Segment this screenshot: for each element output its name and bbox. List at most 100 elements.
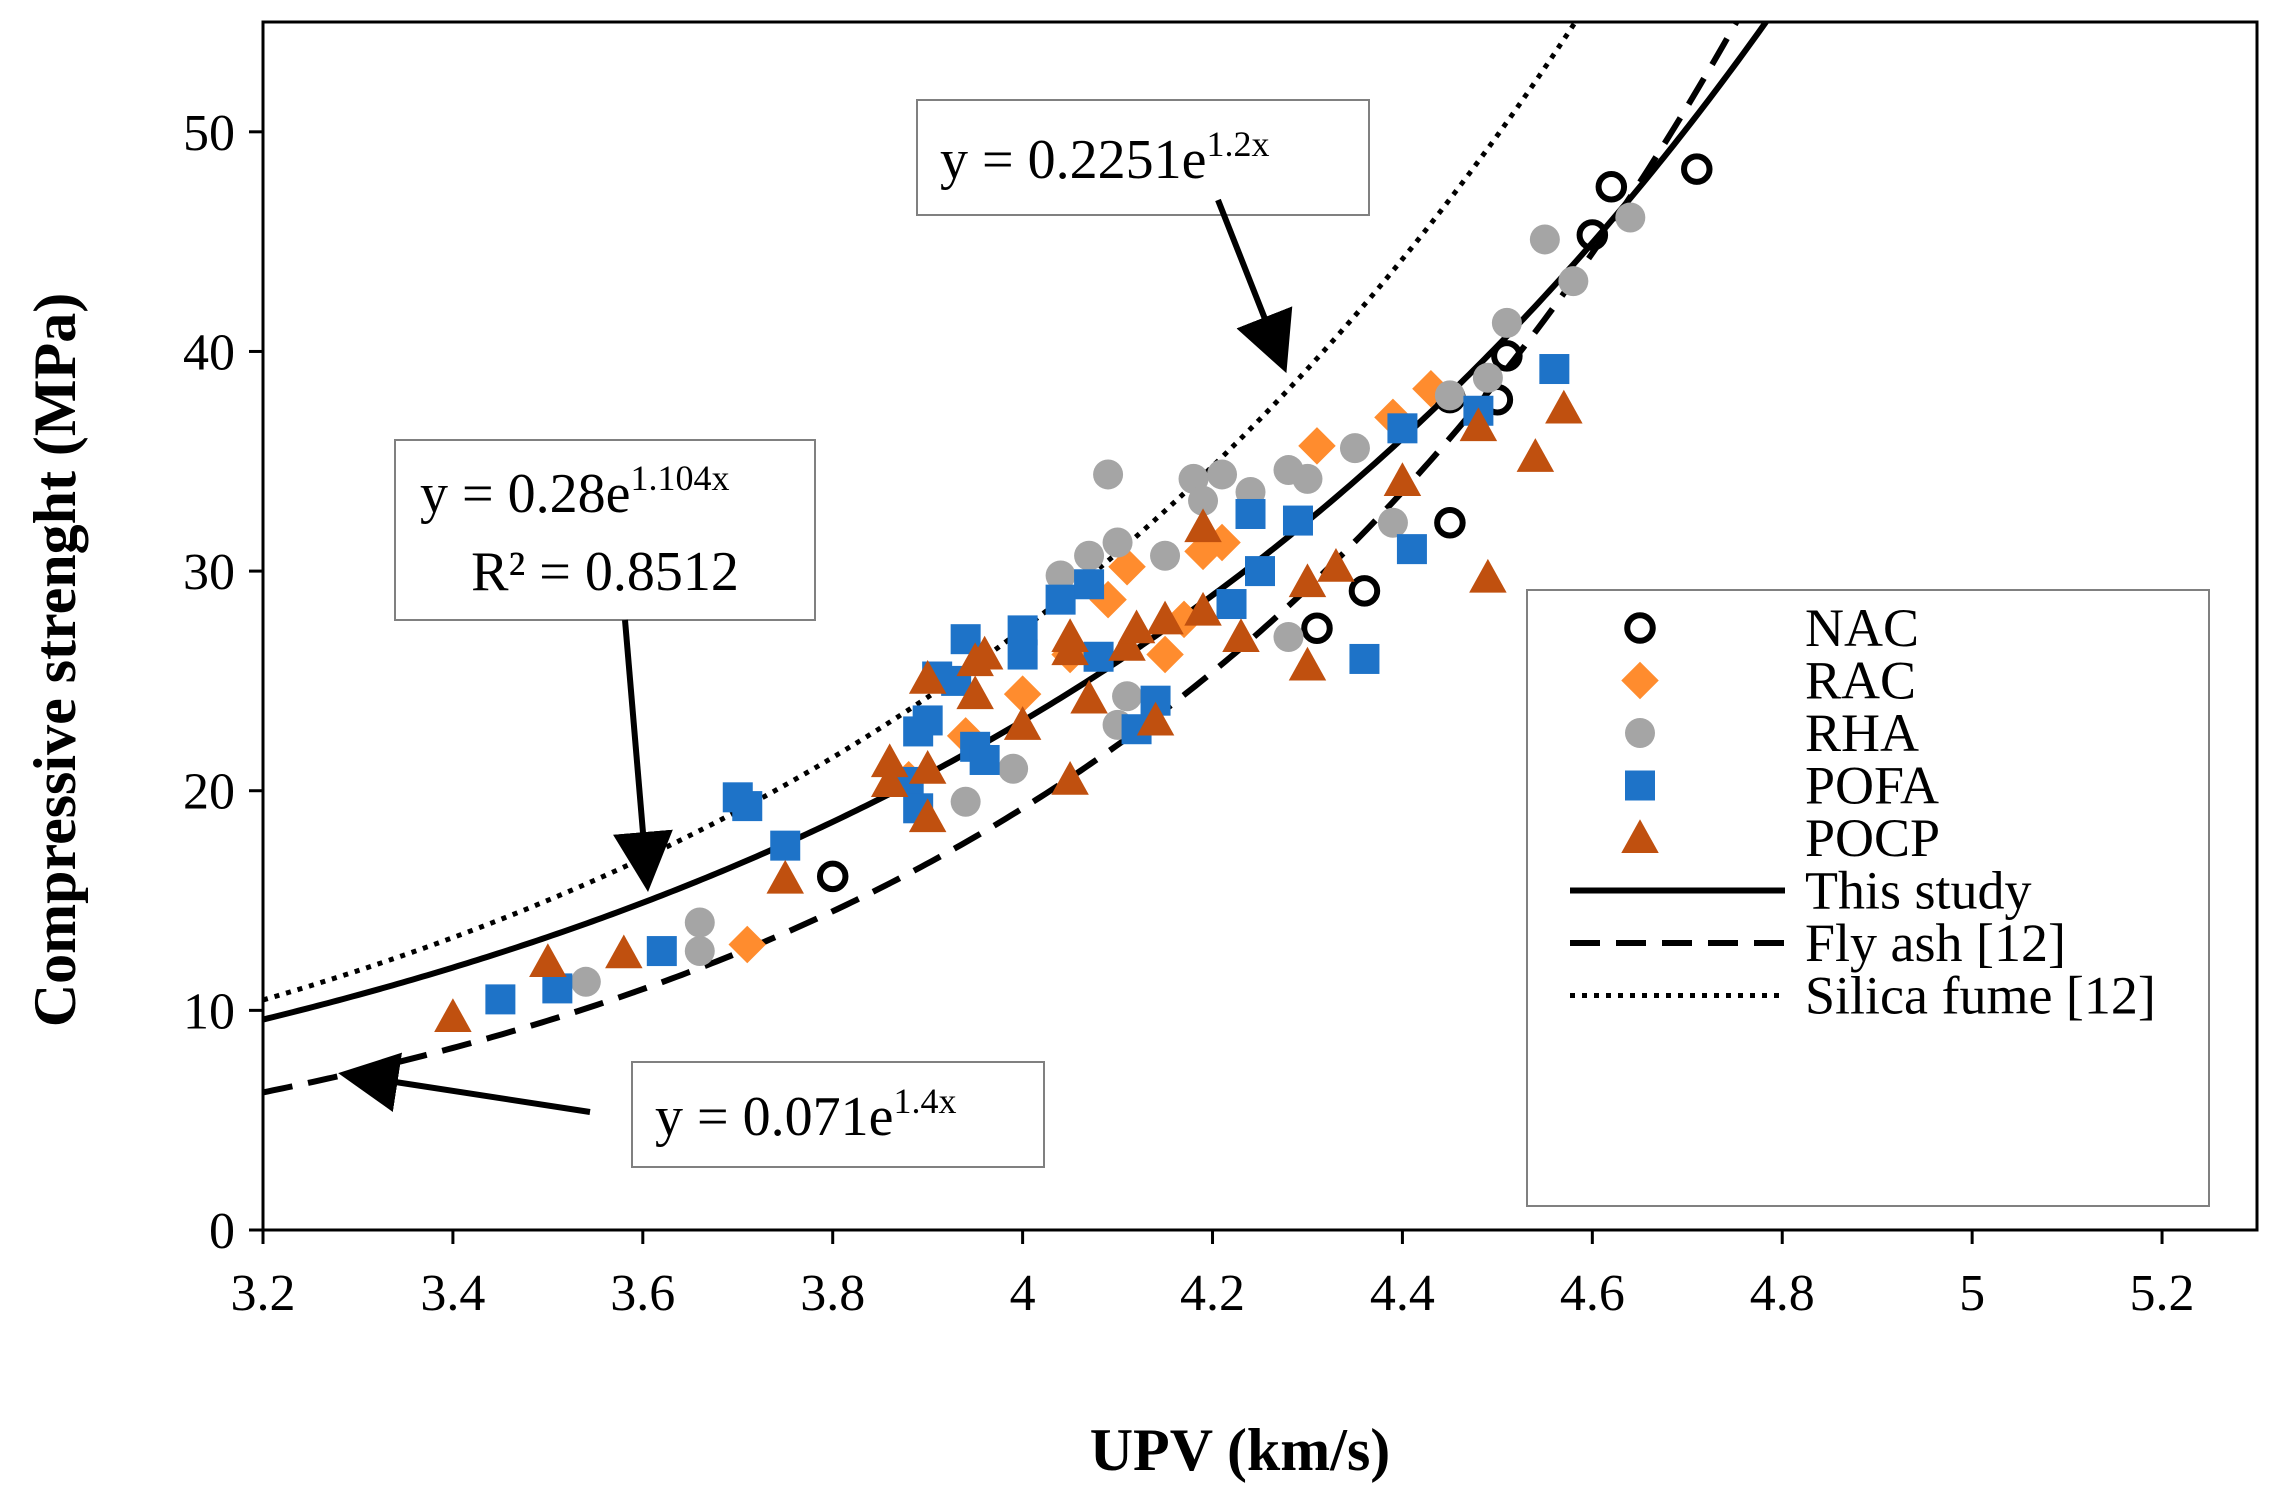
pocp-point <box>434 998 472 1032</box>
pocp-point <box>908 659 947 694</box>
pofa-point <box>770 830 801 861</box>
pocp-point <box>1184 508 1222 543</box>
silica-arrow <box>1215 198 1293 374</box>
pofa-point <box>732 791 763 822</box>
rha-point <box>684 907 715 938</box>
silica-eq-exp: 1.2x <box>1206 124 1269 164</box>
silica-eq-base: y = 0.2251e <box>940 129 1206 191</box>
x-tick-label: 3.8 <box>800 1265 865 1322</box>
rha-point <box>1273 621 1304 652</box>
x-tick-label: 4.8 <box>1750 1265 1815 1322</box>
rha-point <box>1339 433 1370 464</box>
pofa-point <box>1349 643 1380 674</box>
y-tick-label: 50 <box>183 105 235 162</box>
pofa-point <box>1282 505 1313 536</box>
pocp-point <box>1516 438 1555 472</box>
pocp-point <box>1469 558 1507 593</box>
svg-text:y = 0.2251e1.2x: y = 0.2251e1.2x <box>940 124 1269 191</box>
flyash-arrow <box>338 1052 591 1115</box>
y-axis-title: Compressive strenght (MPa) <box>22 293 88 1027</box>
curve-dotted <box>263 22 1579 1003</box>
rha-point <box>1112 681 1143 712</box>
pocp-point <box>956 675 994 710</box>
flyash-eq-base: y = 0.071e <box>655 1086 893 1148</box>
series-rha <box>570 202 1646 997</box>
pocp-point <box>1184 591 1222 626</box>
study-eq-exp: 1.104x <box>630 458 729 498</box>
pofa-point <box>1216 589 1247 620</box>
legend-label-curve: Silica fume [12] <box>1805 966 2156 1026</box>
nac-point <box>816 860 849 893</box>
rha-point <box>950 786 981 817</box>
pocp-point <box>965 635 1004 670</box>
pocp-point <box>1117 609 1156 644</box>
rha-point <box>1615 202 1646 233</box>
x-tick-label: 5 <box>1959 1265 1985 1322</box>
x-tick-label: 3.4 <box>420 1265 485 1322</box>
pofa-point <box>1074 569 1105 600</box>
rha-point <box>684 936 715 967</box>
pocp-point <box>870 743 909 778</box>
y-tick-label: 20 <box>183 764 235 821</box>
pocp-point <box>1383 462 1422 497</box>
pofa-point <box>1539 354 1570 385</box>
legend-label-rac: RAC <box>1805 651 1916 711</box>
rha-point <box>1102 527 1133 558</box>
rha-point <box>1150 540 1181 571</box>
y-axis: 0 10 20 30 40 50 <box>183 105 263 1260</box>
pocp-point <box>1003 706 1042 740</box>
legend-label-curve: This study <box>1805 861 2032 921</box>
pocp-point <box>1136 701 1175 736</box>
x-axis: 3.2 3.4 3.6 3.8 4 4.2 4.4 4.6 4.8 5 5.2 <box>231 1230 2195 1322</box>
pofa-point <box>912 705 943 736</box>
data-points <box>434 153 1713 1032</box>
x-tick-label: 4 <box>1010 1265 1036 1322</box>
pofa-point <box>485 984 516 1015</box>
pocp-point <box>870 763 909 797</box>
rha-point <box>1529 224 1560 255</box>
legend-marker-nac <box>1624 612 1656 644</box>
pofa-point <box>1007 639 1038 670</box>
svg-text:y = 0.071e1.4x: y = 0.071e1.4x <box>655 1081 956 1148</box>
pofa-point <box>542 973 573 1004</box>
rha-point <box>1558 266 1589 297</box>
pocp-point <box>1070 679 1108 714</box>
y-tick-label: 0 <box>209 1203 235 1260</box>
pofa-point <box>1245 556 1275 587</box>
nac-point <box>1348 575 1381 607</box>
legend-marker-pofa <box>1625 770 1655 801</box>
pocp-point <box>1459 407 1498 442</box>
x-axis-title: UPV (km/s) <box>1090 1417 1391 1483</box>
pocp-point <box>1146 600 1184 635</box>
pocp-point <box>605 934 643 969</box>
pocp-point <box>1051 631 1089 666</box>
pocp-point <box>908 750 947 784</box>
pofa-point <box>1396 534 1427 565</box>
y-tick-label: 40 <box>183 324 235 381</box>
legend-label-pocp: POCP <box>1805 808 1940 868</box>
pocp-point <box>908 798 947 833</box>
nac-point <box>1434 507 1466 539</box>
rac-point <box>728 925 767 964</box>
x-tick-label: 4.2 <box>1180 1265 1245 1322</box>
x-tick-label: 5.2 <box>2130 1265 2195 1322</box>
legend-marker-rac <box>1621 661 1659 700</box>
rac-point <box>1003 675 1042 713</box>
y-tick-label: 10 <box>183 983 235 1040</box>
rac-point <box>1298 427 1336 465</box>
study-r2: R² = 0.8512 <box>471 541 739 603</box>
study-eq-base: y = 0.28e <box>420 463 630 525</box>
nac-point <box>1681 153 1713 185</box>
rha-point <box>570 966 601 997</box>
pofa-point <box>1235 498 1266 529</box>
rha-point <box>1093 459 1124 490</box>
legend-marker-rha <box>1625 718 1655 748</box>
legend-label-pofa: POFA <box>1805 756 1939 816</box>
rha-point <box>1045 560 1076 591</box>
rha-point <box>1292 463 1323 494</box>
nac-point <box>1491 340 1523 372</box>
annotation-silica: y = 0.2251e1.2x <box>916 99 1370 374</box>
study-arrow <box>613 619 673 892</box>
